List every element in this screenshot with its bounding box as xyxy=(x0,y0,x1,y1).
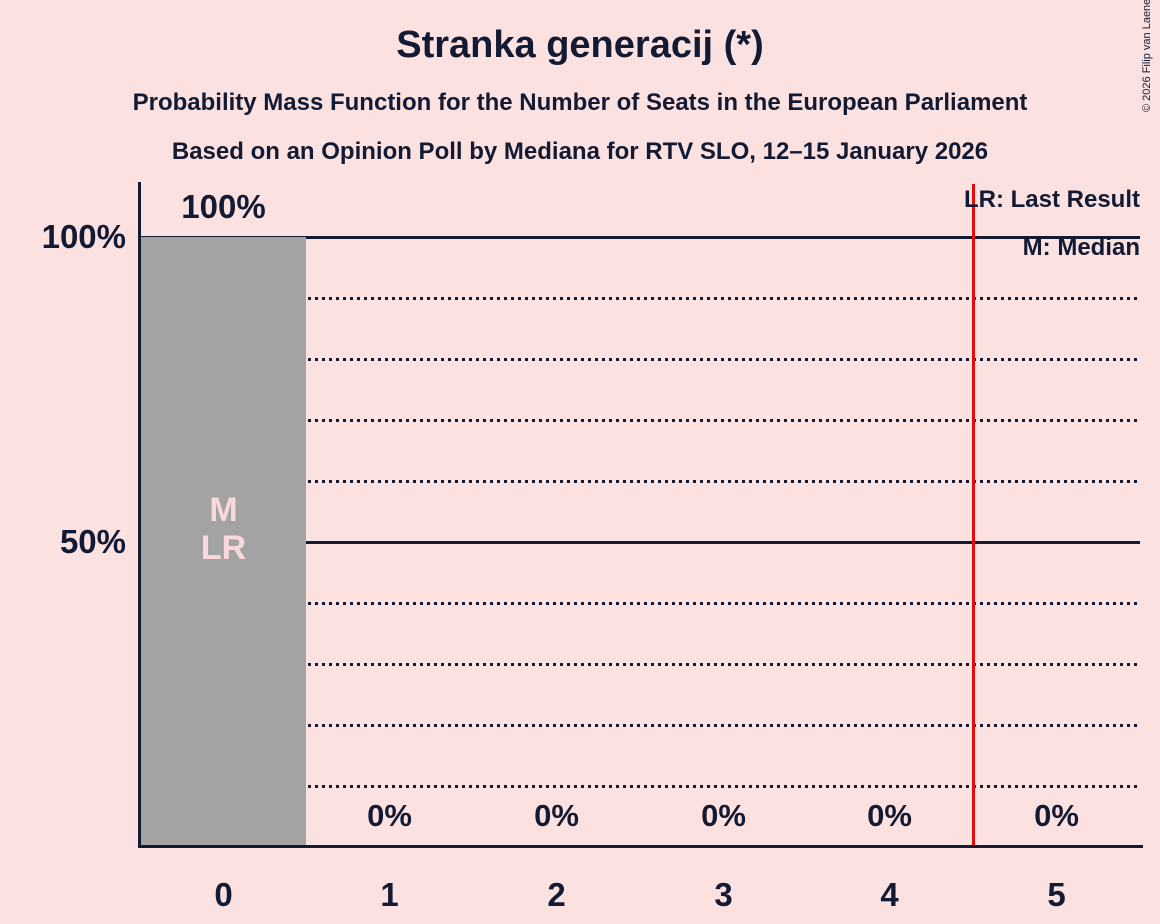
gridline-90-percent xyxy=(140,297,1140,300)
value-label-seats-2: 0% xyxy=(534,798,579,833)
x-tick-label-1: 1 xyxy=(380,876,399,913)
gridline-30-percent xyxy=(140,663,1140,666)
copyright-notice: © 2026 Filip van Laenen xyxy=(1141,0,1153,112)
legend-median-label: M: Median xyxy=(1022,234,1140,261)
last-result-marker-label: LR xyxy=(200,529,247,567)
gridline-100-percent xyxy=(140,236,1140,239)
value-label-seats-5: 0% xyxy=(1034,798,1079,833)
x-tick-label-2: 2 xyxy=(547,876,566,913)
gridline-80-percent xyxy=(140,358,1140,361)
x-tick-label-4: 4 xyxy=(880,876,899,913)
value-label-seats-4: 0% xyxy=(867,798,912,833)
gridline-10-percent xyxy=(140,785,1140,788)
value-label-seats-0: 100% xyxy=(181,188,266,225)
x-tick-label-3: 3 xyxy=(714,876,733,913)
gridline-60-percent xyxy=(140,480,1140,483)
gridline-50-percent xyxy=(140,541,1140,544)
value-label-seats-1: 0% xyxy=(367,798,412,833)
chart-subtitle-line1: Probability Mass Function for the Number… xyxy=(132,89,1028,116)
y-axis-line xyxy=(138,182,141,848)
probability-bar-seats-0: M LR xyxy=(141,237,306,845)
bar-annotation: M LR xyxy=(141,491,306,567)
y-axis-label-50: 50% xyxy=(59,523,126,560)
chart-subtitle-line2: Based on an Opinion Poll by Mediana for … xyxy=(171,138,989,165)
gridline-20-percent xyxy=(140,724,1140,727)
x-tick-label-5: 5 xyxy=(1047,876,1066,913)
red-threshold-line xyxy=(972,184,975,845)
x-axis-line xyxy=(138,845,1143,848)
median-marker-label: M xyxy=(209,491,238,529)
legend-last-result-label: LR: Last Result xyxy=(963,186,1140,213)
value-label-seats-3: 0% xyxy=(701,798,746,833)
gridline-70-percent xyxy=(140,419,1140,422)
chart-title: Stranka generacij (*) xyxy=(396,24,764,66)
x-tick-label-0: 0 xyxy=(214,876,233,913)
gridline-40-percent xyxy=(140,602,1140,605)
y-axis-label-100: 100% xyxy=(41,218,126,255)
